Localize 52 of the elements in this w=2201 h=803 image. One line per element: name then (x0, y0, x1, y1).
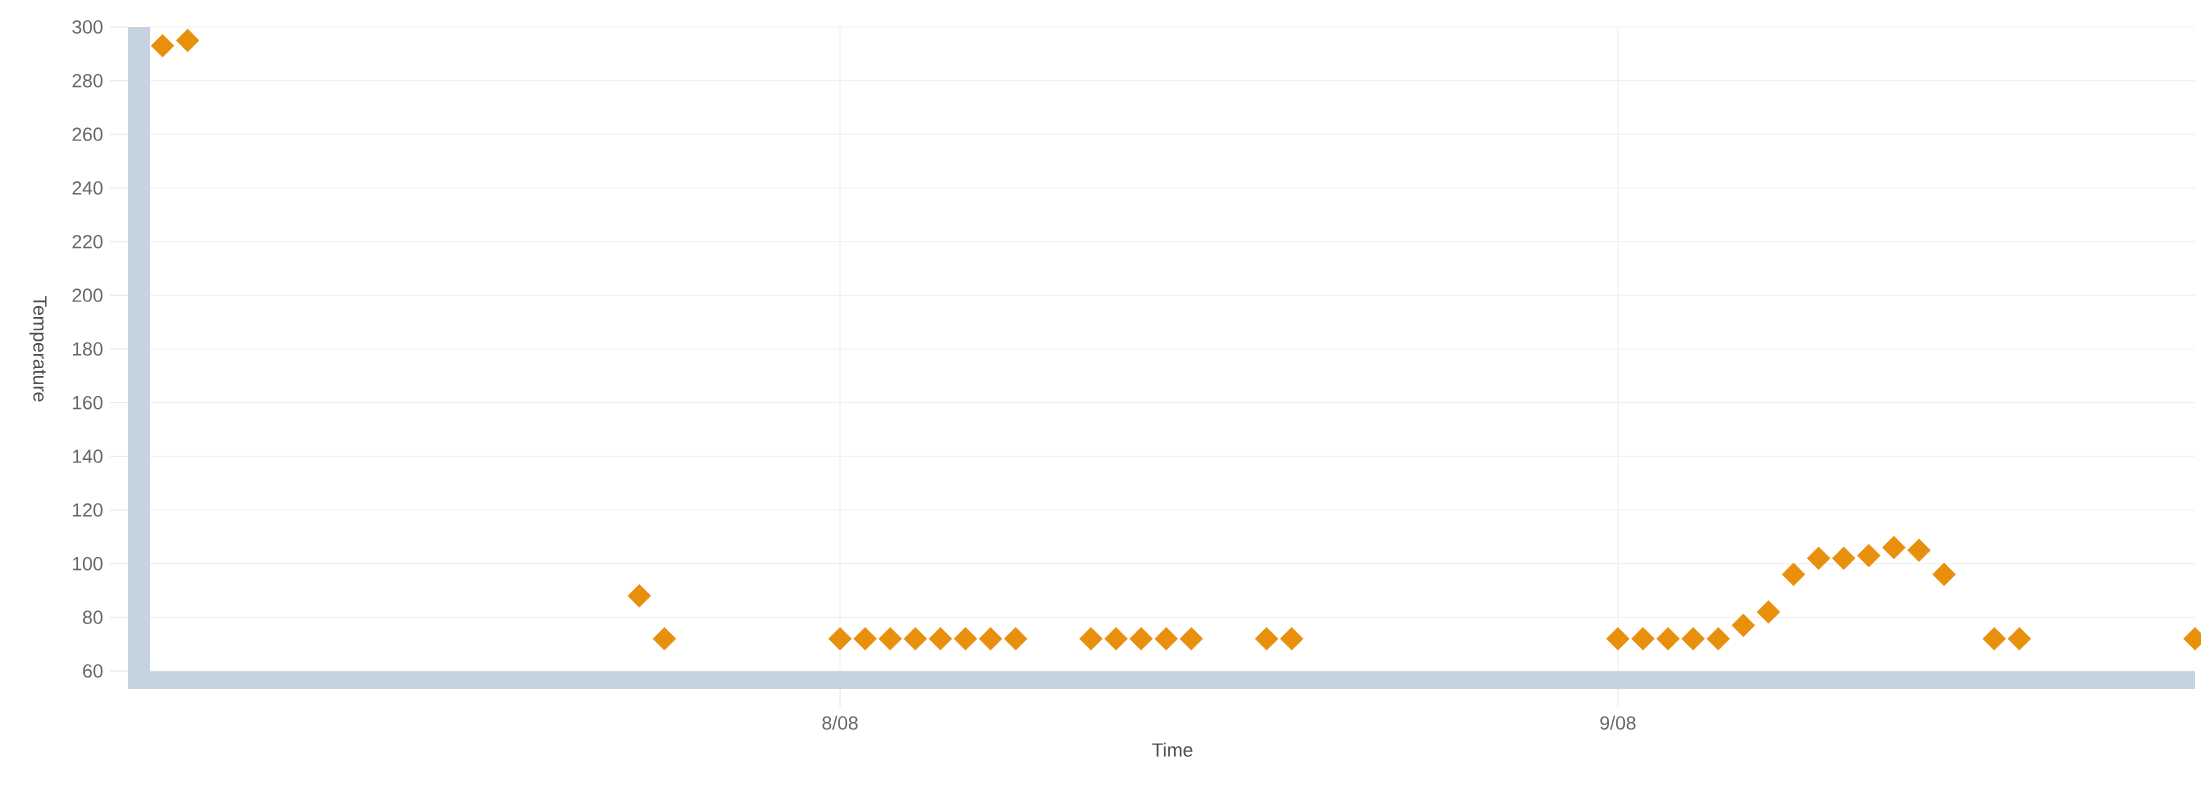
y-tick-label: 260 (72, 127, 103, 142)
point (1706, 627, 1730, 651)
point (1079, 627, 1103, 651)
point (2007, 627, 2032, 651)
point (1154, 627, 1178, 651)
point (978, 627, 1003, 651)
point (903, 627, 928, 651)
y-tick-label: 140 (73, 449, 103, 464)
point (1832, 546, 1856, 570)
point (627, 584, 652, 608)
point (150, 34, 175, 58)
point (1254, 627, 1279, 651)
y-tick-label: 100 (73, 556, 103, 571)
y-tick-label: 160 (73, 395, 103, 410)
point (953, 627, 978, 651)
point (1104, 627, 1128, 651)
x-tick-label: 8/08 (822, 715, 858, 730)
point (1606, 627, 1630, 651)
y-tick-label: 280 (72, 73, 103, 88)
point (1907, 538, 1931, 562)
point (1932, 562, 1956, 587)
y-tick-label: 220 (72, 234, 103, 249)
point (1882, 535, 1906, 560)
y-tick-label: 300 (72, 20, 103, 34)
point (1631, 627, 1655, 651)
point (1731, 613, 1756, 638)
y-tick-label: 240 (72, 181, 103, 195)
y-axis-title: Temperature (29, 296, 47, 402)
point (828, 627, 852, 651)
y-tick-label: 120 (73, 503, 103, 517)
y-tick-label: 80 (82, 610, 103, 625)
y-tick-label: 200 (72, 288, 103, 303)
y-tick-label: 60 (83, 664, 103, 678)
point (1179, 627, 1204, 651)
point (1129, 627, 1153, 651)
point (1681, 627, 1705, 651)
x-tick-label: 9/08 (1600, 715, 1636, 730)
point (1781, 562, 1806, 587)
point (1806, 546, 1831, 570)
point (175, 28, 200, 53)
y-tick-label: 180 (73, 342, 103, 356)
point (1003, 627, 1028, 651)
point (1656, 627, 1680, 651)
point (1982, 627, 2006, 651)
point (928, 627, 953, 651)
x-axis-title: Time (1152, 742, 1193, 757)
point (1756, 600, 1781, 624)
point (1279, 627, 1304, 651)
point (878, 627, 902, 651)
point (652, 627, 677, 651)
point (853, 627, 877, 651)
point (1857, 543, 1881, 568)
